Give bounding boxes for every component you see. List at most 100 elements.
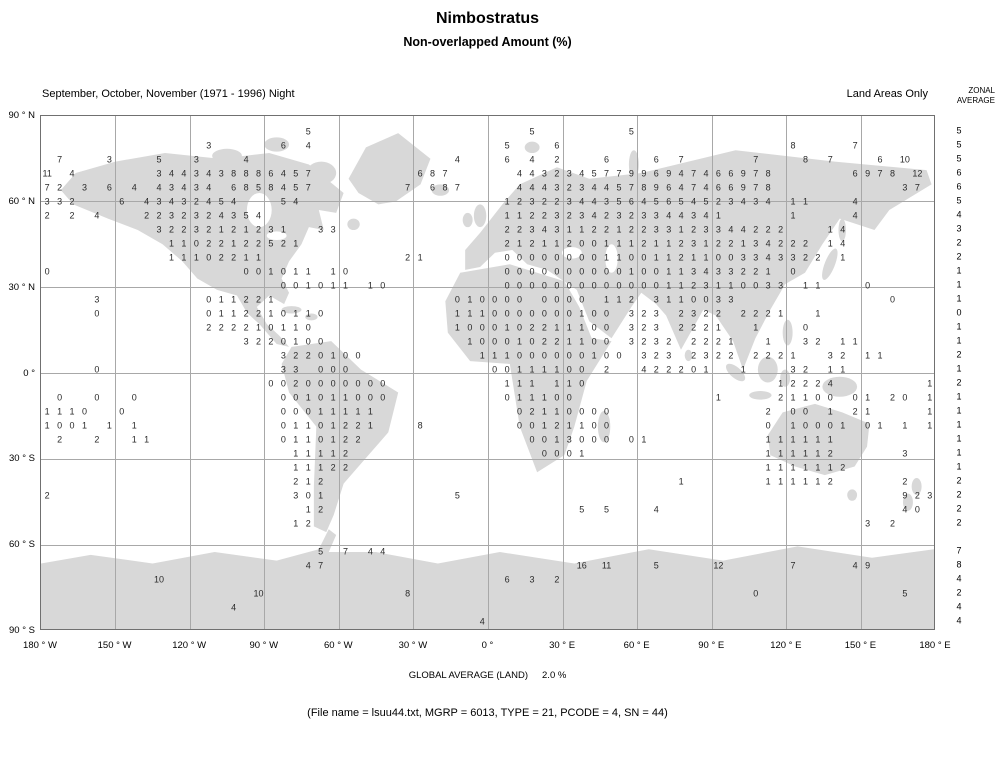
grid-cell-value: 1: [168, 252, 175, 263]
grid-cell-value: 3: [206, 140, 212, 151]
grid-cell-value: 9: [865, 168, 871, 179]
grid-cell-value: 2: [765, 350, 771, 361]
grid-cell-value: 1: [131, 420, 137, 431]
grid-cell-value: 2: [778, 350, 784, 361]
grid-cell-value: 0: [330, 364, 336, 375]
grid-cell-value: 0: [318, 308, 324, 319]
grid-cell-value: 5: [653, 196, 659, 207]
grid-cell-value: 16: [576, 560, 587, 571]
grid-cell-value: 0: [206, 252, 212, 263]
grid-cell-value: 2: [44, 210, 50, 221]
grid-cell-value: 0: [492, 364, 498, 375]
grid-cell-value: 1: [268, 294, 274, 305]
grid-cell-value: 2: [815, 378, 821, 389]
grid-cell-value: 0: [591, 238, 597, 249]
grid-cell-value: 1: [305, 266, 311, 277]
grid-cell-value: 0: [604, 266, 610, 277]
grid-cell-value: 1: [877, 420, 883, 431]
grid-cell-value: 2: [604, 224, 610, 235]
grid-cell-value: 2: [840, 462, 846, 473]
grid-cell-value: 2: [529, 406, 535, 417]
grid-cell-value: 1: [541, 364, 547, 375]
grid-cell-value: 0: [554, 266, 560, 277]
grid-cell-value: 4: [517, 182, 523, 193]
meridian-grid-line: [189, 116, 191, 629]
grid-cell-value: 1: [678, 476, 684, 487]
grid-cell-value: 0: [504, 252, 510, 263]
grid-cell-value: 1: [293, 434, 299, 445]
zonal-average-value: 4: [956, 573, 962, 584]
grid-cell-value: 0: [715, 252, 721, 263]
island-sri-lanka: [684, 349, 693, 362]
grid-cell-value: 2: [653, 350, 659, 361]
grid-cell-value: 1: [293, 308, 299, 319]
caspian-sea: [605, 244, 618, 273]
grid-cell-value: 3: [218, 168, 224, 179]
grid-cell-value: 2: [778, 224, 784, 235]
grid-cell-value: 1: [703, 364, 709, 375]
grid-cell-value: 1: [343, 280, 349, 291]
grid-cell-value: 1: [293, 322, 299, 333]
grid-cell-value: 0: [69, 420, 75, 431]
grid-cell-value: 4: [678, 210, 684, 221]
grid-cell-value: 0: [902, 392, 908, 403]
grid-cell-value: 4: [678, 168, 684, 179]
grid-cell-value: 4: [902, 504, 908, 515]
grid-cell-value: 0: [479, 322, 485, 333]
grid-cell-value: 1: [144, 434, 150, 445]
island-japan: [822, 248, 838, 280]
grid-cell-value: 3: [653, 322, 659, 333]
grid-cell-value: 1: [715, 210, 721, 221]
grid-cell-value: 2: [591, 224, 597, 235]
grid-cell-value: 2: [604, 364, 610, 375]
grid-cell-value: 1: [778, 308, 784, 319]
grid-cell-value: 1: [492, 350, 498, 361]
grid-cell-value: 0: [628, 434, 634, 445]
grid-cell-value: 1: [231, 294, 237, 305]
grid-cell-value: 2: [193, 196, 199, 207]
grid-cell-value: 2: [44, 490, 50, 501]
grid-cell-value: 2: [517, 196, 523, 207]
grid-cell-value: 0: [119, 406, 125, 417]
grid-cell-value: 7: [616, 168, 622, 179]
grid-cell-value: 1: [293, 420, 299, 431]
grid-cell-value: 2: [703, 322, 709, 333]
grid-cell-value: 1: [802, 462, 808, 473]
grid-cell-value: 3: [703, 224, 709, 235]
grid-cell-value: 8: [231, 168, 237, 179]
grid-cell-value: 0: [604, 420, 610, 431]
grid-cell-value: 2: [243, 238, 249, 249]
grid-cell-value: 3: [579, 210, 585, 221]
grid-cell-value: 0: [703, 294, 709, 305]
grid-cell-value: 2: [852, 406, 858, 417]
great-lakes: [266, 231, 287, 240]
grid-cell-value: 1: [616, 238, 622, 249]
grid-cell-value: 2: [181, 210, 187, 221]
grid-cell-value: 0: [653, 266, 659, 277]
grid-cell-value: 1: [305, 420, 311, 431]
grid-cell-value: 2: [541, 336, 547, 347]
grid-cell-value: 0: [591, 280, 597, 291]
grid-cell-value: 2: [554, 168, 560, 179]
grid-cell-value: 0: [280, 434, 286, 445]
longitude-axis-label: 60 ° W: [324, 640, 353, 651]
grid-cell-value: 7: [691, 168, 697, 179]
grid-cell-value: 0: [256, 266, 262, 277]
grid-cell-value: 0: [318, 336, 324, 347]
grid-cell-value: 3: [318, 224, 324, 235]
grid-cell-value: 9: [865, 560, 871, 571]
grid-cell-value: 4: [206, 196, 212, 207]
meridian-grid-line: [860, 116, 862, 629]
grid-cell-value: 1: [181, 238, 187, 249]
grid-cell-value: 2: [815, 252, 821, 263]
grid-cell-value: 9: [740, 182, 746, 193]
grid-cell-value: 1: [293, 238, 299, 249]
grid-cell-value: 3: [243, 336, 249, 347]
grid-cell-value: 1: [778, 434, 784, 445]
grid-cell-value: 2: [566, 182, 572, 193]
grid-cell-value: 2: [318, 504, 324, 515]
grid-cell-value: 1: [318, 462, 324, 473]
grid-cell-value: 1: [728, 336, 734, 347]
grid-cell-value: 11: [601, 560, 612, 571]
